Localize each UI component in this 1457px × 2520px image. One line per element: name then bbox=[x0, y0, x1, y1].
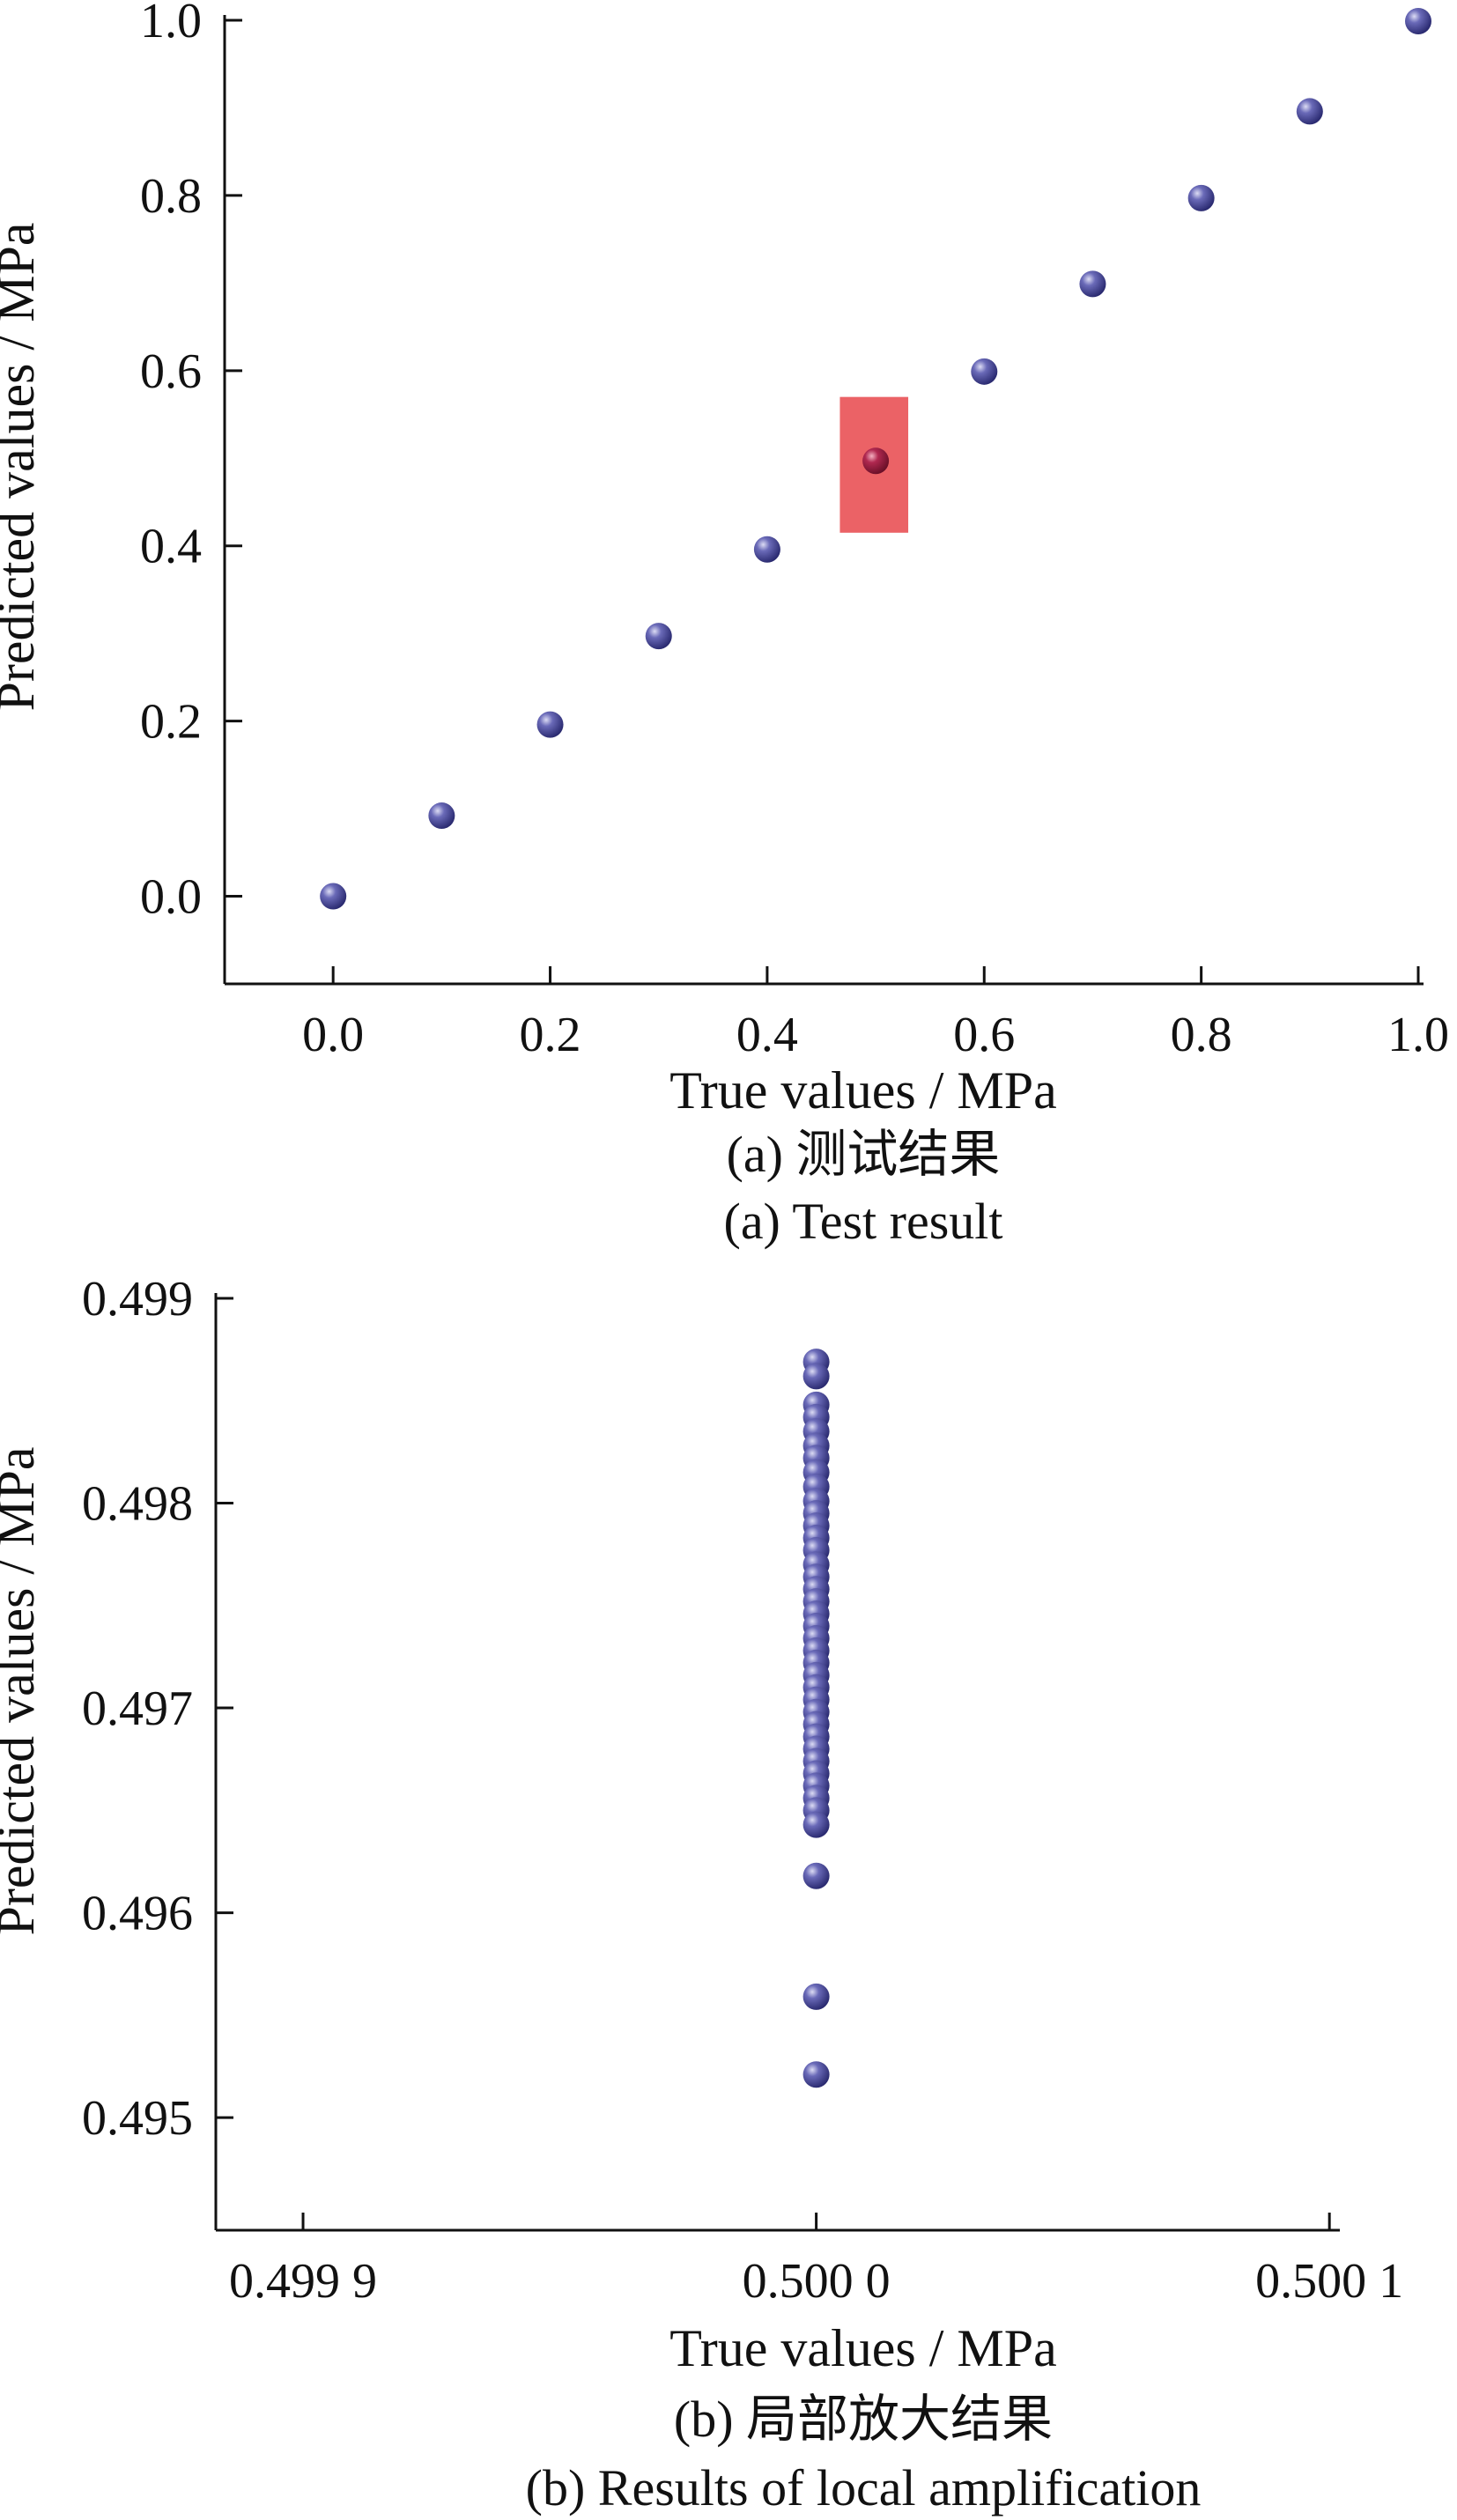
data-point bbox=[645, 623, 672, 650]
caption-b-en: (b) Results of local amplification bbox=[526, 2459, 1202, 2516]
y-tick-label: 0.496 bbox=[82, 1887, 193, 1941]
data-point bbox=[1296, 98, 1323, 125]
x-tick-label: 0.0 bbox=[302, 1008, 364, 1062]
data-point bbox=[1187, 184, 1215, 211]
ticks-b: 0.495 0.496 0.497 0.498 0.499 0.499 9 0.500 0 0… bbox=[82, 1272, 1403, 2309]
x-axis-title-a: True values / MPa bbox=[669, 1061, 1056, 1120]
axes-a bbox=[223, 15, 1424, 986]
y-tick-label: 0.498 bbox=[82, 1477, 193, 1532]
y-tick-label: 0.6 bbox=[140, 344, 202, 399]
data-point bbox=[536, 711, 564, 738]
panel-b-local-amplification: 0.495 0.496 0.497 0.498 0.499 0.499 9 0.500 0 0… bbox=[0, 1272, 1403, 2516]
y-tick-label: 0.8 bbox=[140, 169, 202, 224]
data-point bbox=[1079, 270, 1106, 298]
y-tick-label: 0.497 bbox=[82, 1681, 193, 1736]
caption-a-cn: (a) 测试结果 bbox=[727, 1126, 1001, 1183]
y-axis-title-b: Predicted values / MPa bbox=[0, 1447, 45, 1936]
panel-a-test-result: 0.0 0.2 0.4 0.6 0.8 1.0 0.0 0.2 0.4 0.6 0.8 1.0 Pre… bbox=[0, 0, 1449, 1250]
x-tick-label: 0.500 0 bbox=[743, 2254, 891, 2309]
data-point bbox=[862, 447, 890, 475]
y-tick-label: 0.2 bbox=[140, 695, 202, 750]
data-point bbox=[802, 1983, 830, 2010]
points-b bbox=[802, 1349, 830, 2088]
points-a bbox=[320, 7, 1431, 910]
x-tick-label: 0.8 bbox=[1171, 1008, 1232, 1062]
data-point bbox=[428, 802, 455, 830]
y-tick-label: 0.4 bbox=[140, 520, 202, 574]
data-point bbox=[802, 1811, 830, 1838]
x-tick-label: 0.499 9 bbox=[229, 2254, 377, 2309]
x-tick-label: 0.2 bbox=[520, 1008, 581, 1062]
caption-b-cn: (b) 局部放大结果 bbox=[674, 2391, 1053, 2448]
data-point bbox=[320, 883, 347, 910]
y-tick-label: 0.499 bbox=[82, 1272, 193, 1327]
y-tick-label: 1.0 bbox=[140, 0, 202, 48]
y-tick-label: 0.495 bbox=[82, 2091, 193, 2146]
x-tick-label: 1.0 bbox=[1387, 1008, 1449, 1062]
axes-b bbox=[214, 1293, 1340, 2232]
data-point bbox=[1405, 7, 1431, 34]
y-axis-title-a: Predicted values / MPa bbox=[0, 223, 45, 712]
x-tick-label: 0.500 1 bbox=[1255, 2254, 1403, 2309]
data-point bbox=[802, 1363, 830, 1390]
y-tick-label: 0.0 bbox=[140, 870, 202, 925]
data-point bbox=[802, 1862, 830, 1889]
data-point bbox=[802, 2061, 830, 2088]
data-point bbox=[753, 536, 780, 563]
x-tick-label: 0.6 bbox=[953, 1008, 1015, 1062]
ticks-a: 0.0 0.2 0.4 0.6 0.8 1.0 0.0 0.2 0.4 0.6 0.8 1.0 bbox=[140, 0, 1449, 1062]
caption-a-en: (a) Test result bbox=[724, 1193, 1003, 1250]
x-tick-label: 0.4 bbox=[736, 1008, 798, 1062]
x-axis-title-b: True values / MPa bbox=[669, 2319, 1056, 2377]
data-point bbox=[971, 358, 998, 385]
